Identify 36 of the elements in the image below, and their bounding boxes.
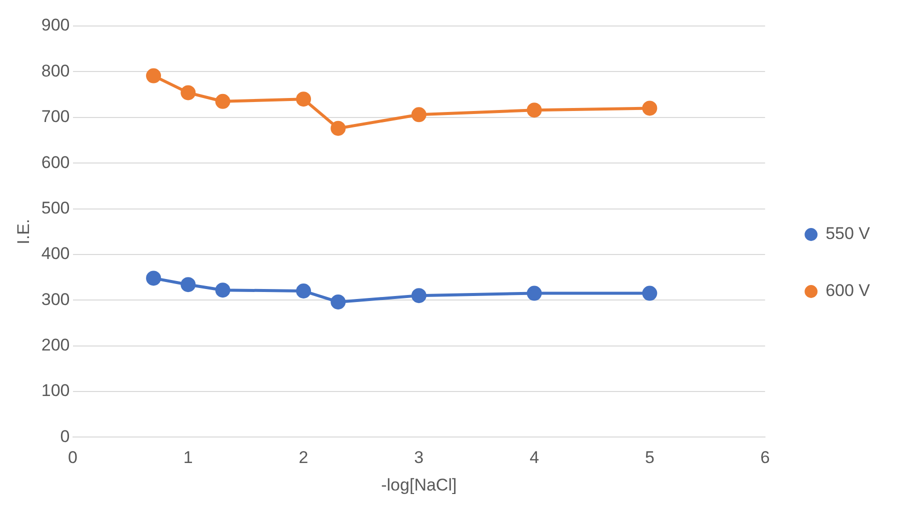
- y-tick-label: 600: [41, 152, 70, 172]
- y-tick-label: 900: [41, 16, 70, 35]
- y-tick-label: 0: [60, 426, 70, 446]
- x-tick-label: 5: [644, 448, 654, 468]
- y-tick-label: 800: [41, 61, 70, 80]
- point: [215, 94, 230, 109]
- point: [330, 120, 346, 136]
- legend-label: 600 V: [826, 281, 871, 300]
- y-tick-label: 400: [41, 244, 70, 264]
- x-tick-label: 2: [298, 448, 308, 468]
- point: [296, 283, 312, 298]
- y-axis-title: I.E.: [14, 218, 33, 244]
- x-tick-label: 3: [414, 448, 424, 468]
- x-tick-label: 1: [183, 448, 193, 468]
- y-tick-label: 300: [41, 290, 70, 309]
- legend-label: 550 V: [826, 224, 871, 244]
- point: [180, 277, 196, 292]
- point: [180, 85, 196, 100]
- point: [642, 100, 658, 116]
- point: [526, 286, 542, 301]
- x-axis-title: -log[NaCl]: [381, 475, 457, 494]
- point: [330, 294, 346, 310]
- y-tick-label: 100: [41, 381, 70, 400]
- point: [526, 102, 542, 118]
- x-tick-label: 6: [760, 448, 770, 468]
- y-tick-label: 700: [41, 107, 70, 126]
- point: [215, 282, 230, 298]
- point: [411, 107, 426, 122]
- point: [296, 92, 312, 107]
- y-tick-label: 500: [41, 198, 70, 218]
- point: [146, 68, 162, 84]
- y-tick-label: 200: [41, 336, 70, 355]
- point: [146, 270, 162, 286]
- point: [411, 288, 426, 304]
- point: [642, 286, 658, 301]
- x-tick-label: 4: [530, 448, 540, 468]
